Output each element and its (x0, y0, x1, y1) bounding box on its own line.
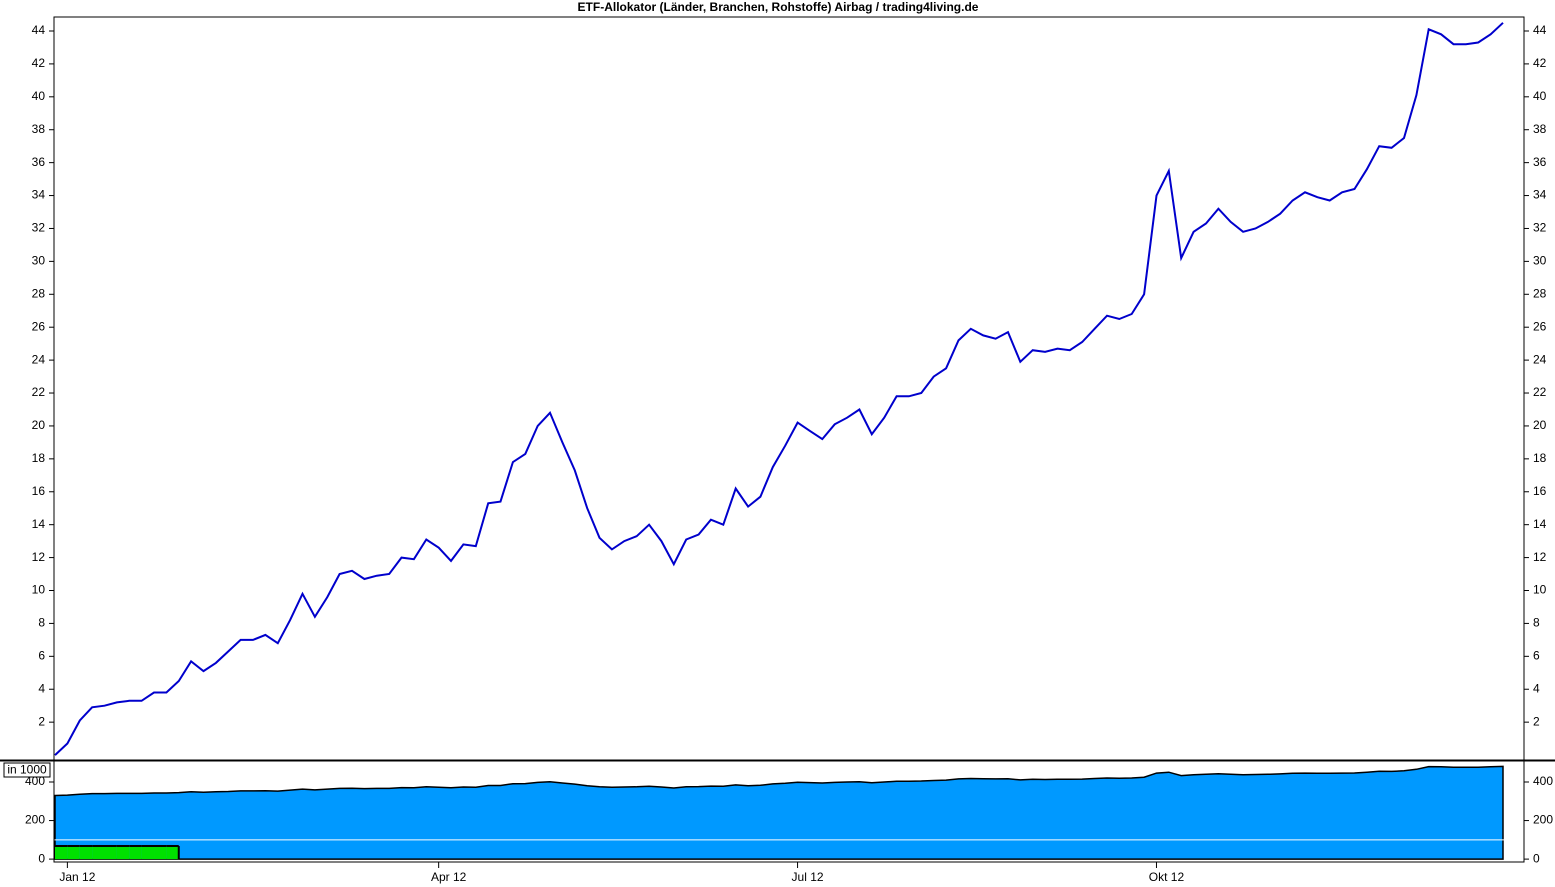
y-tick-label: 18 (32, 451, 46, 465)
line-series (54, 22, 1504, 756)
y-tick-label: 28 (32, 286, 46, 300)
y-tick-label-right: 2 (1533, 714, 1540, 728)
bar (116, 846, 130, 860)
y-tick-label-right: 34 (1533, 188, 1547, 202)
y-tick-label: 12 (32, 550, 46, 564)
x-tick-label: Apr 12 (431, 870, 467, 884)
y-tick-label-right: 6 (1533, 648, 1540, 662)
y-tick-label-right: 12 (1533, 550, 1547, 564)
y-tick-label-right: 28 (1533, 286, 1547, 300)
y-tick-label-right: 16 (1533, 484, 1547, 498)
y-tick-label-right: 44 (1533, 23, 1547, 37)
bar (141, 846, 155, 860)
y-tick-label: 8 (38, 616, 45, 630)
y-tick-label: 32 (32, 221, 46, 235)
bar (129, 846, 142, 860)
x-tick-label: Okt 12 (1149, 870, 1185, 884)
area-series (54, 765, 1504, 860)
x-tick-label: Jul 12 (792, 870, 824, 884)
y-tick-label: 200 (25, 813, 45, 827)
bar (166, 846, 179, 860)
y-tick-label: 20 (32, 418, 46, 432)
bar (104, 846, 117, 860)
y-tick-label-right: 400 (1533, 774, 1553, 788)
y-tick-label-right: 20 (1533, 418, 1547, 432)
y-tick-label: 0 (38, 851, 45, 865)
y-tick-label: 2 (38, 714, 45, 728)
y-tick-label: 36 (32, 155, 46, 169)
x-tick-label: Jan 12 (59, 870, 95, 884)
y-tick-label-right: 14 (1533, 517, 1547, 531)
y-tick-label-right: 4 (1533, 681, 1540, 695)
y-tick-label: 40 (32, 89, 46, 103)
y-tick-label: 4 (38, 681, 45, 695)
y-tick-label-right: 36 (1533, 155, 1547, 169)
y-tick-label: 26 (32, 319, 46, 333)
y-tick-label: 24 (32, 352, 46, 366)
y-axis-label: in 1000 (7, 763, 47, 777)
y-tick-label: 10 (32, 583, 46, 597)
bar (79, 846, 93, 860)
y-tick-label: 34 (32, 188, 46, 202)
y-tick-label: 44 (32, 23, 46, 37)
y-tick-label: 22 (32, 385, 46, 399)
bar (92, 846, 105, 860)
y-tick-label-right: 8 (1533, 616, 1540, 630)
chart-title: ETF-Allokator (Länder, Branchen, Rohstof… (578, 0, 979, 14)
bar (67, 846, 80, 860)
y-tick-label-right: 24 (1533, 352, 1547, 366)
y-tick-label-right: 40 (1533, 89, 1547, 103)
y-tick-label: 6 (38, 648, 45, 662)
y-tick-label-right: 26 (1533, 319, 1547, 333)
y-tick-label: 16 (32, 484, 46, 498)
y-tick-label: 30 (32, 254, 46, 268)
y-label-box (3, 762, 51, 778)
y-tick-label-right: 200 (1533, 813, 1553, 827)
y-tick-label-right: 38 (1533, 122, 1547, 136)
y-tick-label: 400 (25, 774, 45, 788)
y-tick-label: 42 (32, 56, 46, 70)
y-tick-label-right: 22 (1533, 385, 1547, 399)
y-tick-label-right: 10 (1533, 583, 1547, 597)
y-tick-label-right: 18 (1533, 451, 1547, 465)
y-tick-label-right: 42 (1533, 56, 1547, 70)
y-tick-label-right: 30 (1533, 254, 1547, 268)
y-tick-label-right: 0 (1533, 851, 1540, 865)
y-tick-label-right: 32 (1533, 221, 1547, 235)
y-tick-label: 14 (32, 517, 46, 531)
bar (154, 846, 167, 860)
bar (55, 846, 68, 860)
y-tick-label: 38 (32, 122, 46, 136)
plot-frame (53, 16, 1525, 761)
